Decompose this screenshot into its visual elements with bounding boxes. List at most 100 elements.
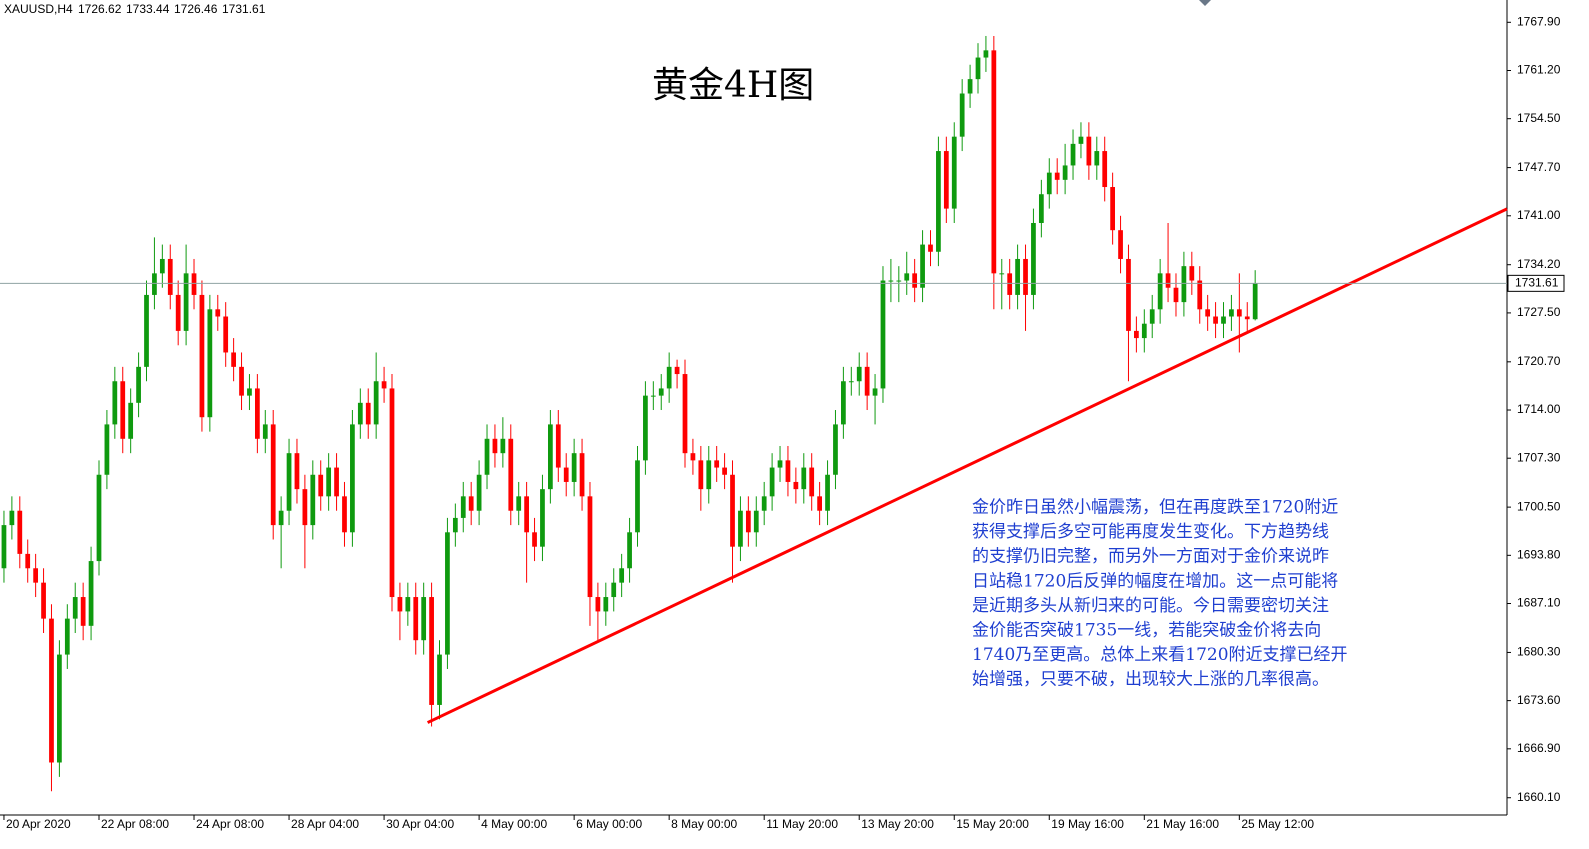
- x-tick-label: 22 Apr 08:00: [101, 817, 169, 831]
- trendline: [426, 207, 1508, 724]
- candle-body: [841, 381, 846, 425]
- candle-body: [658, 388, 664, 396]
- candle-body: [643, 395, 648, 461]
- candle-body: [595, 597, 601, 612]
- y-tick-label: 1693.80: [1517, 547, 1561, 561]
- candle-body: [833, 424, 838, 475]
- candle-body: [215, 309, 221, 317]
- candle-body: [167, 258, 173, 295]
- candle-body: [302, 489, 308, 526]
- y-tick-label: 1767.90: [1517, 14, 1561, 28]
- candle-body: [397, 597, 403, 612]
- candle-body: [262, 424, 268, 439]
- candle-body: [928, 244, 933, 252]
- candle-body: [761, 496, 767, 511]
- candle-body: [112, 381, 118, 425]
- candle-body: [49, 618, 54, 763]
- candle-body: [967, 79, 973, 94]
- ohlc-open: 1726.62: [78, 2, 122, 16]
- x-tick-label: 20 Apr 2020: [6, 817, 71, 831]
- candle-body: [627, 532, 632, 569]
- candle-body: [619, 568, 625, 583]
- plot: 1767.90 1761.20 1754.50 1747.70 1741.00 1734.…: [0, 14, 1565, 831]
- price-label-box: [1507, 274, 1565, 292]
- candle-body: [286, 453, 292, 511]
- candle-body: [809, 467, 815, 497]
- candle-body: [460, 496, 466, 518]
- candle-body: [1070, 143, 1076, 166]
- candle-body: [548, 424, 553, 490]
- candle-body: [1118, 230, 1123, 259]
- candle-body: [1, 525, 7, 569]
- candle-body: [856, 366, 862, 382]
- candle-body: [342, 496, 347, 533]
- candle-body: [437, 654, 442, 705]
- candle-body: [152, 273, 157, 295]
- candle-body: [421, 597, 427, 641]
- candle-body: [1141, 323, 1147, 339]
- candle-body: [254, 388, 260, 439]
- candle-body: [207, 309, 213, 418]
- candle-body: [1078, 136, 1084, 144]
- chart-title: 黄金4H图: [652, 65, 814, 106]
- candle-body: [943, 151, 949, 209]
- ohlc-high: 1733.44: [126, 2, 170, 16]
- candle-body: [555, 424, 561, 468]
- candle-body: [468, 496, 474, 511]
- candle-body: [532, 532, 537, 547]
- y-tick-label: 1687.10: [1517, 596, 1561, 610]
- candle-body: [698, 460, 704, 490]
- x-tick-label: 15 May 20:00: [956, 817, 1029, 831]
- candle-body: [128, 402, 134, 439]
- candle-body: [674, 366, 680, 375]
- candle-body: [17, 510, 23, 554]
- candle-body: [738, 510, 743, 547]
- candle-body: [318, 474, 324, 497]
- candle-body: [357, 402, 363, 425]
- candle-body: [1023, 258, 1028, 295]
- candle-body: [975, 57, 981, 80]
- y-tick-label: 1754.50: [1517, 111, 1561, 125]
- candle-body: [690, 453, 696, 461]
- candle-body: [540, 489, 545, 547]
- candle-body: [1126, 258, 1131, 331]
- candle-body: [239, 366, 244, 396]
- candle-body: [904, 273, 910, 281]
- candle-body: [80, 597, 86, 626]
- x-tick-label: 6 May 00:00: [576, 817, 642, 831]
- annotation-line: 金价能否突破1735一线，若能突破金价将去向: [972, 621, 1321, 641]
- candle-body: [872, 388, 878, 396]
- candle-body: [88, 561, 94, 626]
- candle-body: [714, 460, 720, 468]
- candle-body: [445, 532, 450, 655]
- y-tick-label: 1700.50: [1517, 499, 1561, 513]
- x-tick-label: 11 May 20:00: [766, 817, 838, 831]
- candle-body: [492, 438, 498, 454]
- x-tick-label: 30 Apr 04:00: [386, 817, 454, 831]
- candle-body: [476, 474, 482, 511]
- candle-body: [785, 460, 791, 482]
- annotation-line: 日站稳1720后反弹的幅度在增加。这一点可能将: [972, 571, 1338, 591]
- y-tick-label: 1707.30: [1517, 450, 1561, 464]
- candle-body: [310, 474, 316, 526]
- candle-body: [1086, 136, 1092, 166]
- y-tick-label: 1673.60: [1517, 693, 1561, 707]
- candle-body: [199, 294, 205, 418]
- candle-body: [381, 381, 387, 389]
- marker: [1199, 0, 1211, 6]
- candle-body: [191, 273, 197, 295]
- candle-body: [365, 402, 371, 425]
- candle-body: [745, 510, 751, 533]
- annotation-line: 的支撑仍旧完整，而另外一方面对于金价来说昨: [972, 547, 1329, 567]
- candle-body: [666, 366, 672, 389]
- candle-body: [1094, 151, 1100, 166]
- y-tick-label: 1720.70: [1517, 354, 1561, 368]
- candle-body: [825, 474, 830, 511]
- candle-body: [1229, 309, 1234, 317]
- x-tick-label: 4 May 00:00: [481, 817, 547, 831]
- candle-body: [96, 474, 102, 562]
- x-tick-label: 28 Apr 04:00: [291, 817, 359, 831]
- candle-body: [722, 467, 727, 475]
- candle-body: [983, 50, 989, 58]
